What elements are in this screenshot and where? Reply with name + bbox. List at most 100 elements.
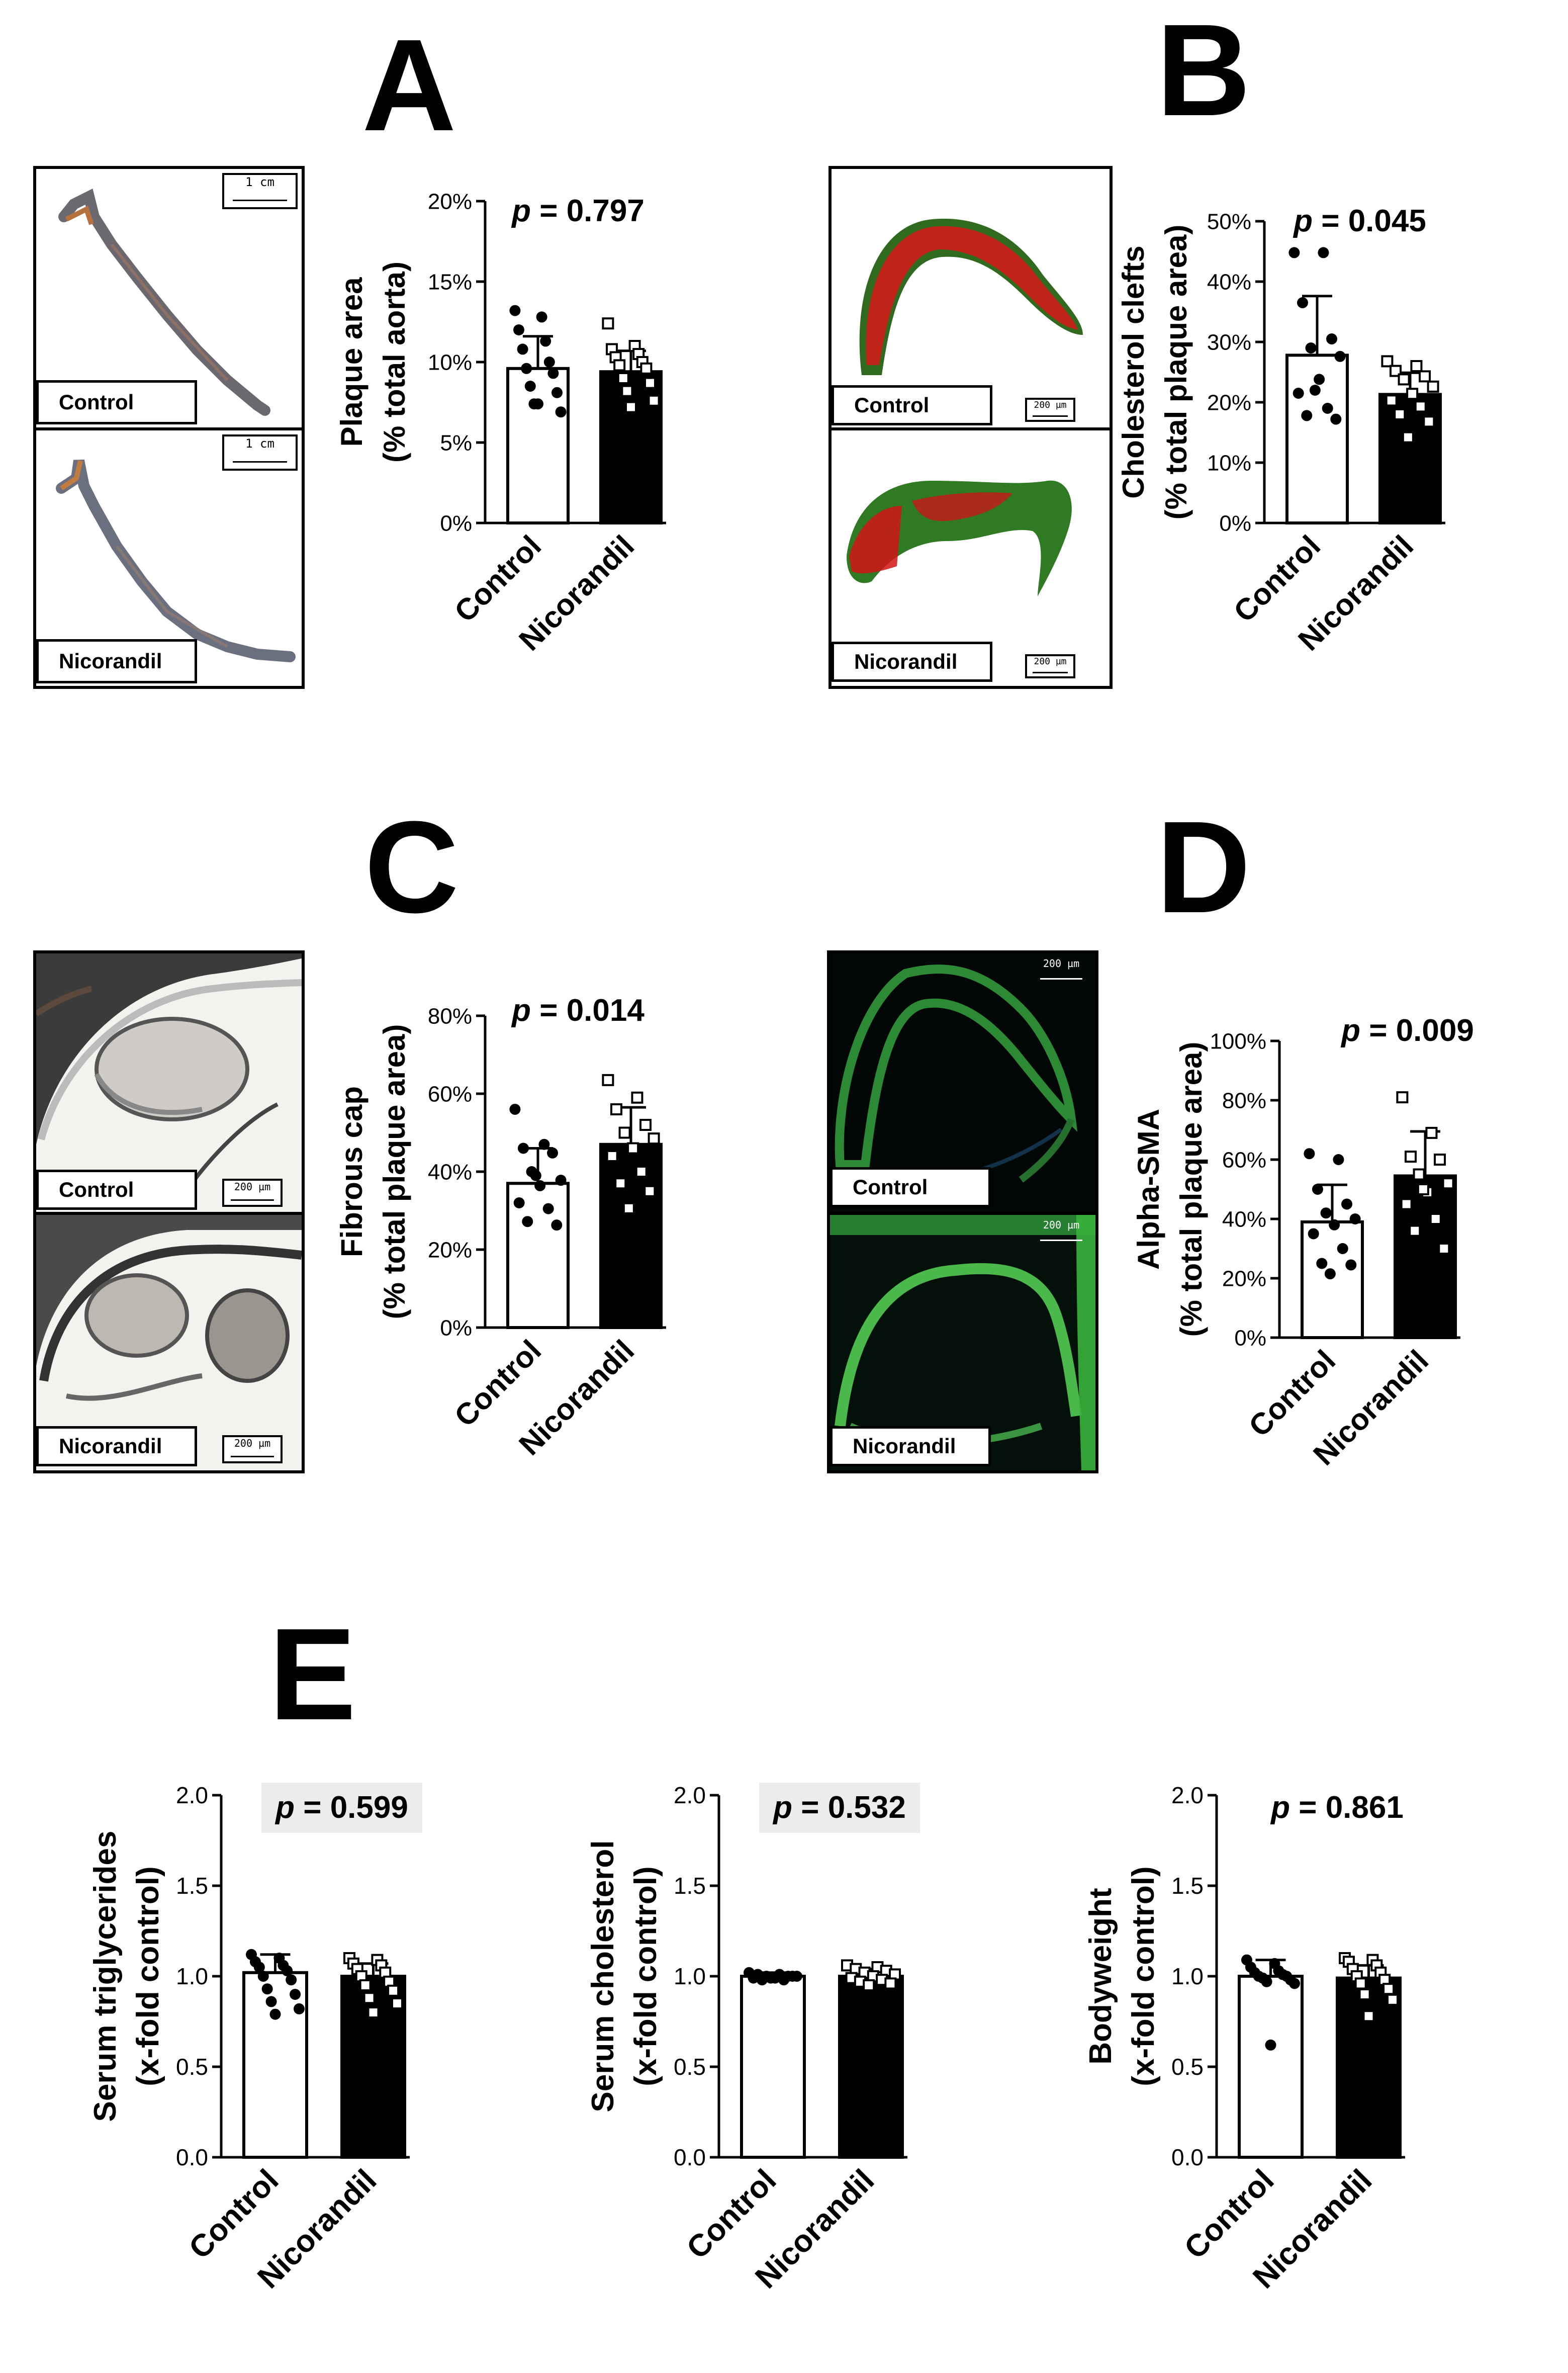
data-point-nicorandil bbox=[387, 1984, 400, 1997]
y-tick-label: 40% bbox=[1222, 1207, 1266, 1232]
data-point-control bbox=[1308, 1228, 1319, 1240]
data-point-nicorandil bbox=[363, 1992, 376, 2004]
data-point-nicorandil bbox=[1419, 370, 1431, 383]
data-point-nicorandil bbox=[1410, 360, 1423, 372]
data-point-control bbox=[1337, 1243, 1348, 1254]
y-tick-label: 0% bbox=[440, 511, 472, 536]
data-point-control bbox=[1334, 350, 1346, 362]
data-point-control bbox=[536, 311, 547, 323]
data-point-nicorandil bbox=[1354, 1977, 1367, 1990]
micrograph-panel-c: Control 200 µm Nicorandil 200 µm bbox=[33, 950, 305, 1473]
scale-box-d-nicorandil: 200 µm bbox=[1034, 1219, 1089, 1245]
category-label-control: Control bbox=[1178, 2163, 1281, 2266]
y-axis-label-units: (% total plaque area) bbox=[1159, 225, 1193, 520]
data-point-nicorandil bbox=[1427, 380, 1439, 393]
y-tick-label: 1.5 bbox=[674, 1873, 706, 1899]
data-point-nicorandil bbox=[1385, 394, 1398, 407]
micrograph-b-nicorandil: Nicorandil 200 µm bbox=[832, 430, 1110, 686]
p-value: = 0.599 bbox=[295, 1790, 408, 1825]
chart-serum-cholesterol: Serum cholesterol (x-fold control) 0.0 0.5 1… bbox=[586, 1782, 920, 2295]
scale-bar bbox=[1033, 672, 1068, 673]
data-point-control bbox=[778, 1974, 790, 1986]
data-point-control bbox=[748, 1972, 759, 1984]
p-value: = 0.009 bbox=[1360, 1013, 1474, 1048]
data-point-control bbox=[1329, 1219, 1340, 1231]
p-symbol: p bbox=[511, 993, 531, 1028]
y-axis-label: Serum cholesterol bbox=[586, 1840, 620, 2113]
data-point-control bbox=[1265, 2039, 1276, 2051]
label-b-control: Control bbox=[832, 385, 992, 425]
scale-bar bbox=[233, 200, 287, 201]
p-value: = 0.014 bbox=[531, 993, 644, 1028]
scale-label: 200 µm bbox=[1034, 400, 1067, 410]
bar-nicorandil bbox=[838, 1975, 904, 2159]
label-c-nicorandil: Nicorandil bbox=[36, 1426, 197, 1466]
bar-control bbox=[740, 1975, 806, 2159]
p-symbol: p bbox=[1270, 1790, 1290, 1825]
pvalue-highlight bbox=[261, 1783, 422, 1833]
p-value-label: p = 0.599 bbox=[274, 1790, 408, 1825]
p-value: = 0.797 bbox=[531, 194, 644, 228]
data-point-control bbox=[1261, 1976, 1272, 1987]
bar-control bbox=[1238, 1975, 1304, 2159]
data-point-nicorandil bbox=[602, 1074, 614, 1086]
data-point-control bbox=[547, 368, 559, 379]
micrograph-b-control: Control 200 µm bbox=[832, 169, 1110, 430]
data-point-nicorandil bbox=[640, 362, 653, 375]
data-point-nicorandil bbox=[613, 359, 626, 372]
data-point-nicorandil bbox=[1409, 1224, 1421, 1237]
data-point-control bbox=[1349, 1213, 1361, 1224]
data-point-control bbox=[513, 324, 524, 335]
data-point-control bbox=[756, 1974, 768, 1986]
data-point-nicorandil bbox=[643, 1185, 656, 1197]
micrograph-d-control: 200 µm Control bbox=[830, 953, 1095, 1212]
y-tick-label: 2.0 bbox=[674, 1782, 706, 1808]
scale-box-b-control: 200 µm bbox=[1025, 398, 1075, 422]
y-axis-label-units: (x-fold control) bbox=[1126, 1866, 1161, 2086]
data-point-control bbox=[265, 1996, 277, 2007]
data-point-nicorandil bbox=[1404, 1151, 1417, 1163]
scale-box-c-nicorandil: 200 µm bbox=[222, 1435, 283, 1463]
data-point-nicorandil bbox=[639, 1119, 652, 1131]
y-tick-label: 0% bbox=[440, 1315, 472, 1340]
data-point-control bbox=[540, 335, 551, 347]
data-point-control bbox=[524, 381, 536, 392]
data-point-nicorandil bbox=[1402, 431, 1414, 444]
data-point-control bbox=[253, 1962, 265, 1973]
category-label-control: Control bbox=[182, 2163, 286, 2266]
data-point-control bbox=[547, 1147, 559, 1159]
y-axis-label: Plaque area bbox=[335, 277, 368, 447]
y-tick-label: 10% bbox=[1207, 451, 1251, 475]
y-tick-label: 30% bbox=[1207, 330, 1251, 355]
bar-control bbox=[1285, 354, 1349, 524]
y-tick-label: 1.0 bbox=[674, 1963, 706, 1989]
p-value: = 0.532 bbox=[792, 1790, 906, 1825]
data-point-nicorandil bbox=[1382, 1983, 1395, 1995]
p-value-label: p = 0.861 bbox=[1270, 1790, 1404, 1825]
data-point-control bbox=[1305, 342, 1317, 354]
y-tick-label: 60% bbox=[1222, 1148, 1266, 1172]
data-point-nicorandil bbox=[1442, 1177, 1454, 1190]
data-point-control bbox=[1289, 1978, 1300, 1989]
cholesterol-control-image bbox=[859, 218, 1083, 375]
panel-letter-b: B bbox=[1156, 0, 1251, 143]
data-point-nicorandil bbox=[1362, 2010, 1375, 2023]
data-point-control bbox=[290, 1989, 301, 2000]
label-d-control: Control bbox=[830, 1167, 991, 1207]
y-tick-label: 1.0 bbox=[176, 1963, 208, 1989]
data-point-control bbox=[1314, 374, 1325, 385]
y-tick-label: 0.0 bbox=[1171, 2144, 1204, 2170]
scale-label: 200 µm bbox=[234, 1437, 271, 1449]
data-point-control bbox=[517, 1142, 529, 1154]
data-point-nicorandil bbox=[884, 1977, 897, 1990]
data-point-nicorandil bbox=[1425, 1126, 1438, 1139]
data-point-nicorandil bbox=[614, 1177, 627, 1190]
data-point-nicorandil bbox=[367, 2006, 380, 2018]
data-point-control bbox=[543, 357, 555, 368]
data-point-control bbox=[555, 406, 567, 418]
y-tick-label: 80% bbox=[428, 1004, 472, 1028]
data-point-nicorandil bbox=[1400, 1198, 1413, 1210]
data-point-control bbox=[534, 1180, 546, 1191]
label-d-nicorandil: Nicorandil bbox=[830, 1426, 991, 1466]
data-point-control bbox=[521, 363, 532, 374]
